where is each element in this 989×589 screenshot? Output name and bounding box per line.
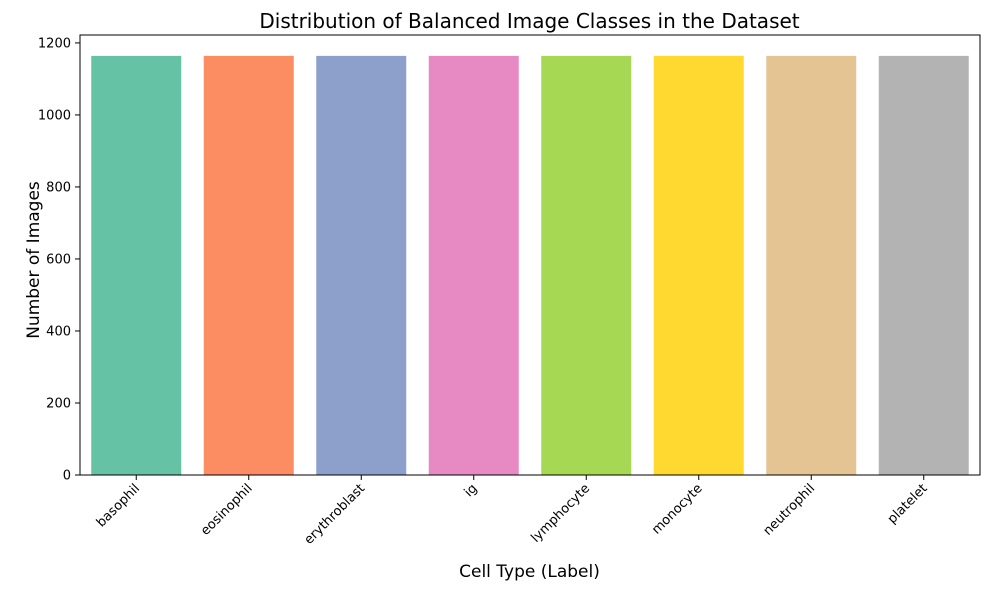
chart-title: Distribution of Balanced Image Classes i… [259, 9, 799, 33]
y-tick-label-800: 800 [46, 180, 71, 195]
x-tick-label-lymphocyte: lymphocyte [528, 481, 593, 546]
plot-frame [79, 34, 981, 476]
x-tick-label-monocyte: monocyte [649, 481, 705, 537]
y-axis-label: Number of Images [24, 181, 44, 339]
bar-eosinophil [203, 55, 294, 476]
y-tick-label-1000: 1000 [38, 108, 71, 123]
y-tick-label-0: 0 [63, 469, 71, 484]
x-tick-label-erythroblast: erythroblast [302, 481, 369, 548]
x-tick-label-eosinophil: eosinophil [198, 481, 255, 538]
y-tick-label-1200: 1200 [38, 36, 71, 51]
bar-platelet [878, 55, 969, 476]
bar-erythroblast [316, 55, 407, 476]
x-tick-label-ig: ig [462, 481, 481, 500]
plot-area: basophil eosinophil erythroblast ig lymphocy… [38, 34, 981, 548]
x-tick-label-platelet: platelet [885, 481, 931, 527]
y-tick-label-200: 200 [46, 396, 71, 411]
x-axis-label: Cell Type (Label) [459, 562, 600, 582]
x-tick-label-neutrophil: neutrophil [761, 481, 818, 538]
y-tick-label-400: 400 [46, 324, 71, 339]
bar-lymphocyte [541, 55, 632, 476]
bar-ig [428, 55, 519, 476]
bar-basophil [91, 55, 182, 476]
y-tick-label-600: 600 [46, 252, 71, 267]
x-tick-label-basophil: basophil [94, 481, 143, 530]
bar-monocyte [653, 55, 744, 476]
bar-neutrophil [766, 55, 857, 476]
